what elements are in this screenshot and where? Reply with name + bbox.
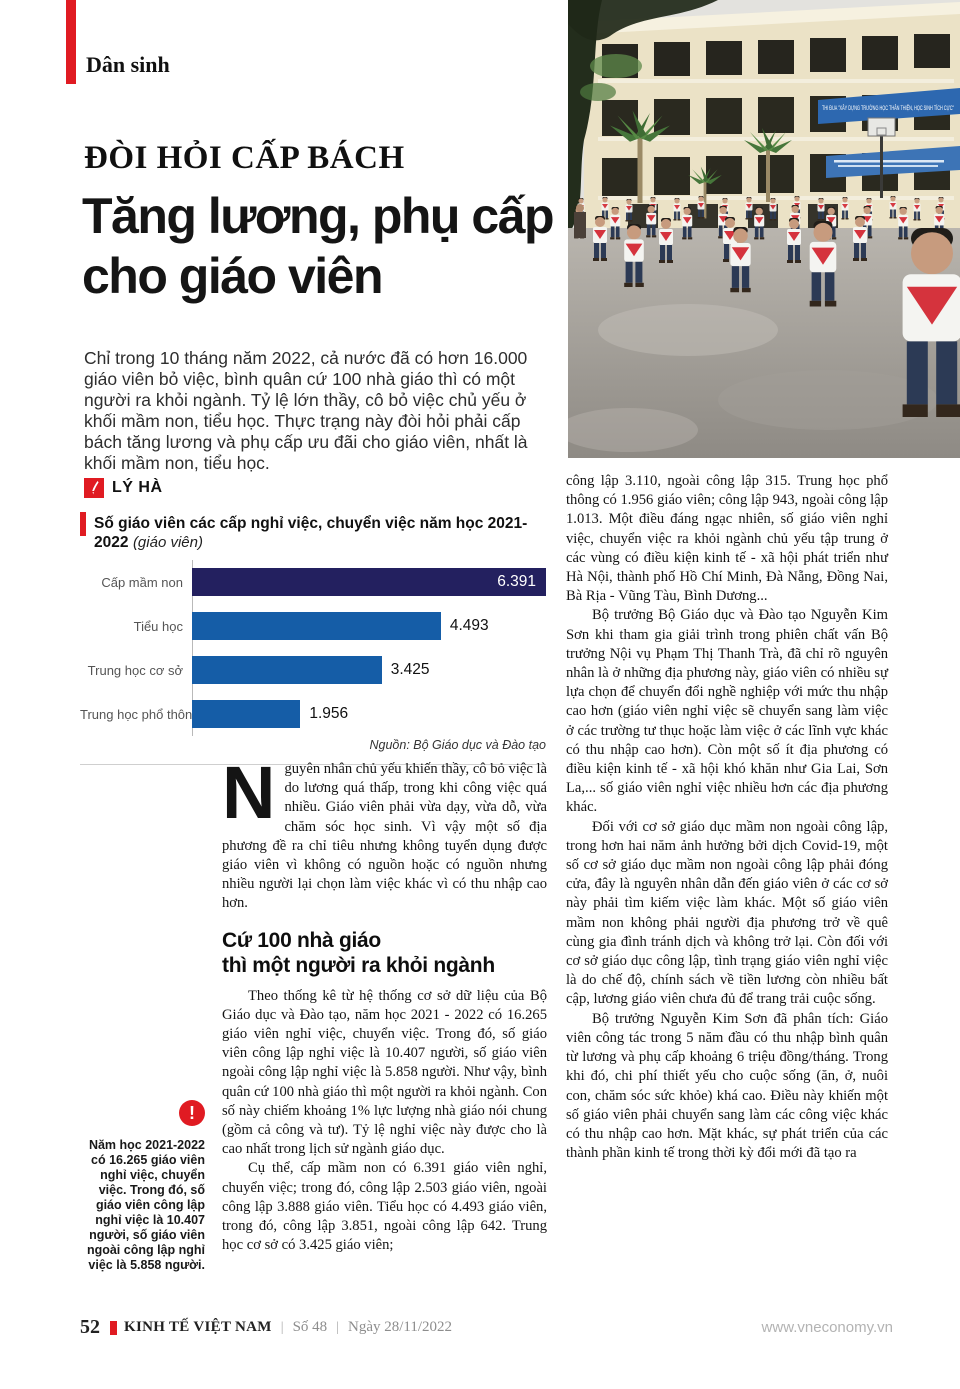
chart-accent-tick [80, 512, 86, 536]
headline-line-2: cho giáo viên [82, 248, 384, 304]
drop-cap: N [222, 751, 276, 834]
bar-chart-rows: Cấp mầm non 6.391 Tiểu học 4.493 Trung h… [80, 560, 546, 736]
publication-name: KINH TẾ VIỆT NAM [124, 1319, 272, 1335]
chart-row: Trung học phổ thông 1.956 [80, 700, 546, 728]
pull-quote: ! Năm học 2021-2022 có 16.265 giáo viên … [84, 1100, 205, 1273]
bar-value: 1.956 [309, 705, 349, 722]
footer-separator: | [336, 1319, 339, 1335]
bar-label: Trung học cơ sở [87, 662, 183, 678]
school-banner: THI ĐUA "XÂY DỰNG TRƯỜNG HỌC THÂN THIỆN,… [818, 88, 960, 178]
banner-text: THI ĐUA "XÂY DỰNG TRƯỜNG HỌC THÂN THIỆN,… [822, 104, 954, 112]
basketball-hoop [867, 117, 896, 198]
body-column-right: công lập 3.110, ngoài công lập 315. Trun… [566, 472, 888, 1163]
bar-preschool: 6.391 [192, 568, 546, 596]
bar-label: Trung học phổ thông [80, 706, 200, 722]
footer-accent-square [110, 1320, 117, 1335]
school-building [578, 2, 960, 232]
paragraph: Cụ thể, cấp mầm non có 6.391 giáo viên n… [222, 1160, 547, 1254]
paragraph: Bộ trưởng Nguyễn Kim Sơn đã phân tích: G… [566, 1010, 888, 1162]
chart-title: Số giáo viên các cấp nghỉ việc, chuyển v… [94, 515, 528, 551]
footer-separator: | [280, 1319, 284, 1335]
issue-date: Ngày 28/11/2022 [347, 1319, 453, 1335]
paragraph: Theo thống kê từ hệ thống cơ sở dữ liệu … [222, 987, 547, 1158]
bar-label: Tiểu học [133, 618, 183, 634]
teachers-quit-chart: Số giáo viên các cấp nghỉ việc, chuyển v… [80, 512, 546, 765]
headline-line-1: Tăng lương, phụ cấp [82, 188, 555, 244]
chart-row: Trung học cơ sở 3.425 [80, 656, 546, 684]
subheading: Cứ 100 nhà giáo thì một người ra khỏi ng… [222, 928, 547, 978]
bar-value: 3.425 [390, 661, 430, 678]
bar-highschool: 1.956 [192, 700, 348, 728]
paragraph: Đối với cơ sở giáo dục mầm non ngoài côn… [566, 818, 888, 1008]
chart-row: Tiểu học 4.493 [80, 612, 546, 640]
article-kicker: ĐÒI HỎI CẤP BÁCH [84, 140, 405, 176]
exclamation-icon: ! [179, 1100, 205, 1126]
bar-secondary: 3.425 [192, 656, 430, 684]
paragraph-text: guyên nhân chủ yếu khiến thầy, cô bỏ việ… [222, 761, 547, 912]
paragraph: Bộ trưởng Bộ Giáo dục và Đào tạo Nguyễn … [566, 607, 888, 816]
subheading-line-2: thì một người ra khỏi ngành [222, 953, 495, 977]
article-headline: Tăng lương, phụ cấp cho giáo viên [82, 186, 555, 306]
pen-icon [84, 478, 104, 498]
chart-row: Cấp mầm non 6.391 [80, 568, 546, 596]
website-url: www.vneconomy.vn [761, 1319, 893, 1336]
paragraph: công lập 3.110, ngoài công lập 315. Trun… [566, 473, 888, 605]
bar-primary: 4.493 [192, 612, 489, 640]
students [574, 196, 960, 417]
byline: LÝ HÀ [84, 478, 163, 498]
chart-axis-line [192, 560, 193, 736]
author-name: LÝ HÀ [112, 479, 163, 496]
chart-header: Số giáo viên các cấp nghỉ việc, chuyển v… [80, 512, 546, 552]
bar-value: 4.493 [449, 617, 489, 634]
teacher-figure [574, 204, 586, 238]
issue-number: Số 48 [292, 1319, 328, 1335]
bar-label: Cấp mầm non [101, 574, 183, 590]
page-number: 52 [80, 1316, 100, 1338]
chart-unit-label: (giáo viên) [132, 534, 203, 551]
article-lead: Chỉ trong 10 tháng năm 2022, cả nước đã … [84, 348, 528, 473]
schoolyard-photo: THI ĐUA "XÂY DỰNG TRƯỜNG HỌC THÂN THIỆN,… [568, 0, 960, 458]
pull-quote-text: Năm học 2021-2022 có 16.265 giáo viên ng… [86, 1138, 205, 1272]
section-accent-bar [66, 0, 76, 84]
page-footer: 52 KINH TẾ VIỆT NAM | Số 48 | Ngày 28/11… [80, 1316, 893, 1339]
section-label: Dân sinh [86, 52, 170, 77]
chart-source: Nguồn: Bộ Giáo dục và Đào tạo [369, 738, 546, 752]
subheading-line-1: Cứ 100 nhà giáo [222, 928, 381, 952]
bar-value: 6.391 [497, 573, 536, 590]
